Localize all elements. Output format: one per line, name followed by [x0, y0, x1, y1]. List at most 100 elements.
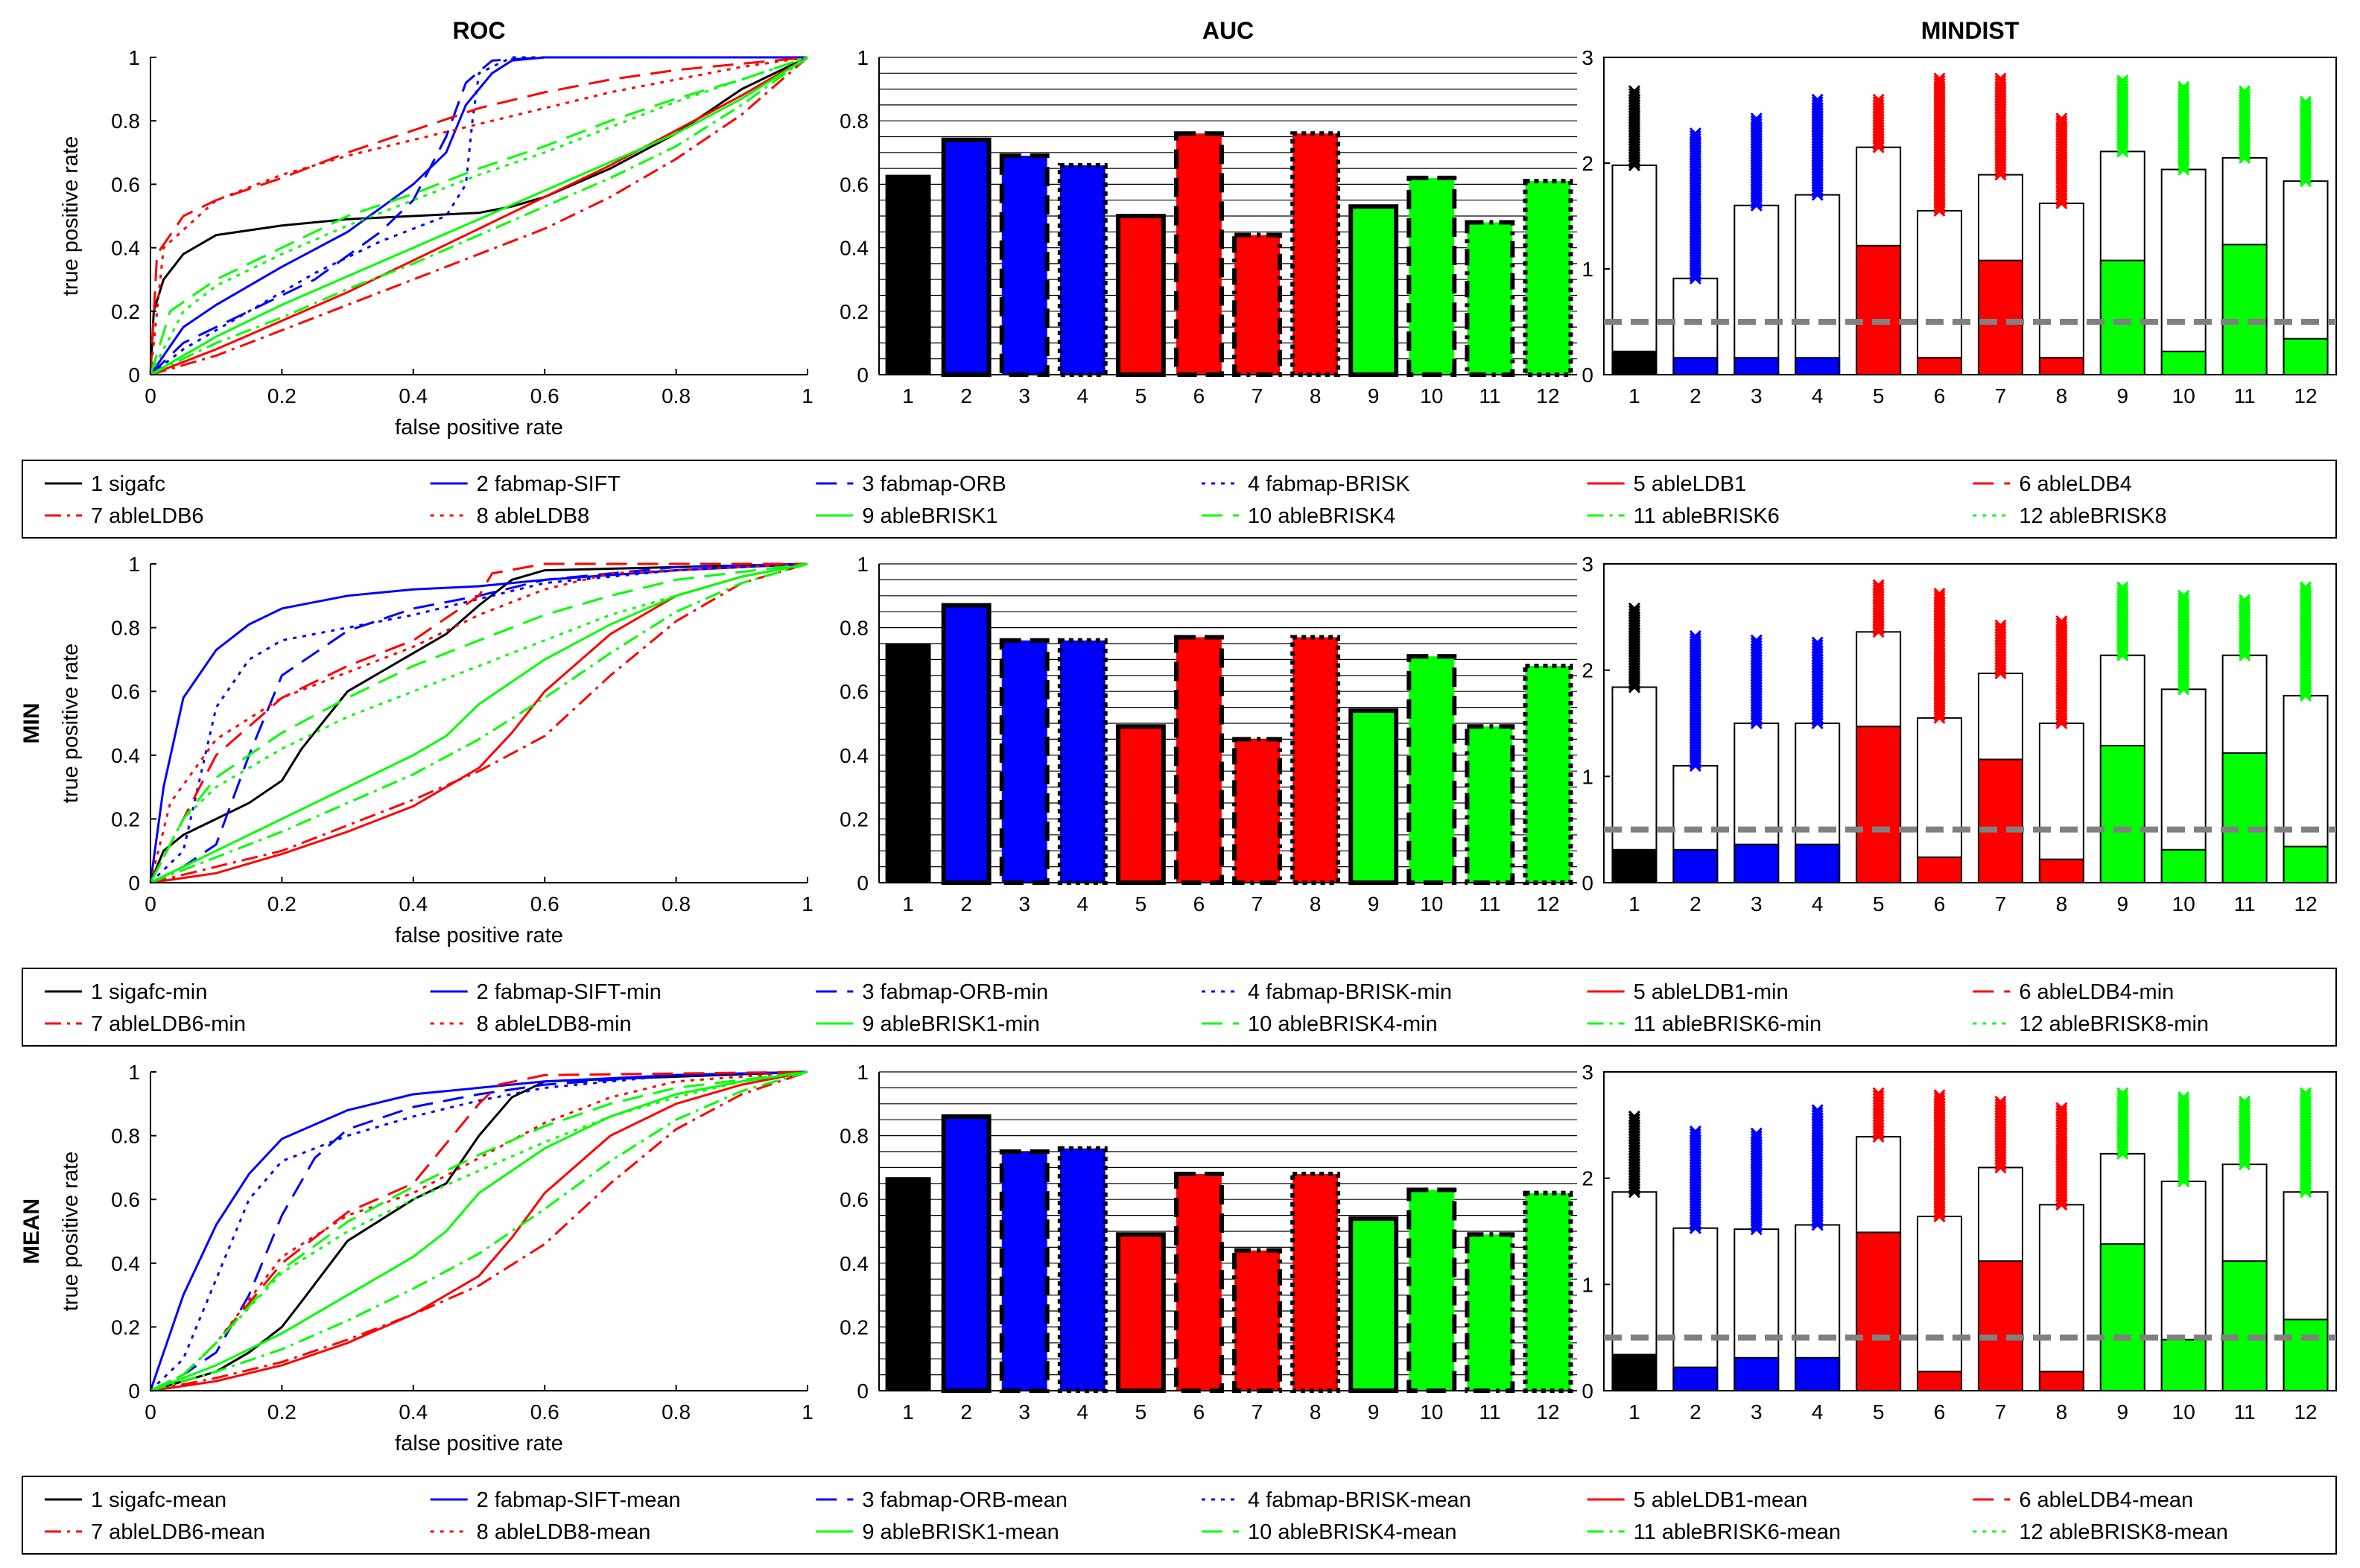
x-tick-label: 1 — [902, 384, 914, 407]
legend-label: 4 fabmap-BRISK — [1248, 472, 1410, 496]
box-fill — [1611, 1353, 1658, 1391]
outlier-markers — [1689, 629, 1701, 772]
outlier-markers — [2055, 1102, 2068, 1211]
outlier-markers — [1628, 1110, 1641, 1199]
y-tick-label: 0.8 — [111, 1125, 140, 1148]
box-fill — [1856, 1231, 1902, 1391]
legend-label: 9 ableBRISK1-min — [862, 1012, 1040, 1036]
roc-series-line — [149, 1070, 808, 1392]
box-fill — [1917, 357, 1963, 375]
roc-series-line — [149, 562, 808, 884]
x-tick-label: 3 — [1018, 384, 1030, 407]
x-tick-label: 5 — [1135, 892, 1147, 915]
column-title: ROC — [452, 17, 505, 44]
x-tick-label: 1 — [802, 892, 813, 915]
x-tick-label: 1 — [1628, 892, 1640, 915]
auc-bar — [1348, 204, 1399, 377]
auc-bar — [999, 638, 1050, 885]
roc-series-line — [150, 562, 808, 884]
y-tick-label: 0.6 — [840, 173, 869, 196]
x-tick-label: 1 — [902, 892, 914, 915]
roc-series-line — [149, 562, 808, 883]
x-tick-label: 5 — [1135, 1400, 1147, 1423]
y-tick-label: 2 — [1582, 152, 1593, 175]
y-tick-label: 2 — [1582, 1167, 1593, 1190]
x-tick-label: 9 — [2117, 1400, 2129, 1423]
roc-series-line — [149, 562, 808, 883]
x-tick-label: 3 — [1751, 892, 1763, 915]
outlier-markers — [2055, 112, 2068, 210]
outlier-markers — [2299, 581, 2312, 702]
x-tick-label: 1 — [802, 1400, 813, 1423]
roc-series-line — [149, 56, 808, 375]
legend-label: 4 fabmap-BRISK-min — [1248, 980, 1452, 1004]
legend-label: 6 ableLDB4-mean — [2019, 1488, 2193, 1512]
outlier-markers — [1628, 602, 1641, 693]
x-tick-label: 4 — [1812, 892, 1824, 915]
outlier-markers — [1750, 1127, 1763, 1236]
box-outline — [1672, 1227, 1719, 1391]
x-tick-label: 2 — [960, 384, 972, 407]
x-axis-label: false positive rate — [395, 1432, 563, 1456]
x-tick-label: 8 — [1310, 1400, 1322, 1423]
x-tick-label: 6 — [1934, 1400, 1946, 1423]
y-tick-label: 0.2 — [840, 807, 869, 831]
legend-label: 9 ableBRISK1-mean — [862, 1520, 1059, 1544]
box-fill — [1917, 1371, 1963, 1391]
x-tick-label: 2 — [1690, 384, 1701, 407]
box-fill — [2099, 1243, 2145, 1391]
x-tick-label: 10 — [2172, 384, 2195, 407]
y-axis-label: true positive rate — [59, 136, 83, 296]
box-fill — [1733, 1356, 1780, 1391]
x-tick-label: 10 — [2172, 892, 2195, 915]
legend-box — [22, 1476, 2337, 1555]
box-fill — [1917, 856, 1963, 884]
roc-series-line — [149, 562, 808, 883]
box-fill — [1856, 726, 1902, 884]
y-tick-label: 1 — [857, 1061, 869, 1084]
x-tick-label: 7 — [1252, 384, 1263, 407]
roc-series-line — [150, 562, 808, 884]
box-outline — [2038, 202, 2084, 375]
box-fill — [2283, 845, 2329, 883]
legend-label: 7 ableLDB6-min — [91, 1012, 246, 1036]
x-tick-label: 8 — [2056, 1400, 2068, 1423]
y-tick-label: 0.2 — [111, 807, 140, 831]
roc-series-line — [150, 1070, 808, 1392]
x-tick-label: 9 — [1368, 892, 1380, 915]
outlier-markers — [2239, 594, 2251, 661]
auc-bar — [1465, 724, 1515, 886]
x-tick-label: 1 — [1628, 384, 1640, 407]
x-tick-label: 0.2 — [267, 1400, 296, 1423]
outlier-markers — [1811, 1104, 1824, 1231]
y-tick-label: 0.8 — [840, 617, 869, 640]
x-tick-label: 0.6 — [530, 892, 559, 915]
roc-series-line — [150, 1070, 808, 1392]
roc-series-line — [150, 56, 808, 376]
box-fill — [2038, 1371, 2084, 1391]
box-outline — [2038, 723, 2084, 883]
auc-bar — [885, 174, 931, 375]
outlier-markers — [2177, 1091, 2190, 1188]
box-fill — [1977, 259, 2023, 376]
x-tick-label: 3 — [1018, 892, 1030, 915]
y-tick-label: 0 — [128, 1380, 140, 1403]
legend-label: 12 ableBRISK8 — [2019, 504, 2166, 528]
auc-bar — [885, 1177, 931, 1391]
legend-label: 6 ableLDB4 — [2019, 472, 2132, 496]
roc-series-line — [149, 1070, 808, 1391]
roc-plot: 00 0.2 0.2 0.4 0.4 0.6 0.6 0.8 0.8 1 1 false positi… — [59, 46, 813, 439]
box-fill — [1672, 848, 1719, 883]
box-outline — [1611, 164, 1658, 375]
auc-bar — [1232, 1248, 1282, 1394]
x-axis-label: false positive rate — [395, 924, 563, 948]
x-tick-label: 10 — [1420, 1400, 1443, 1423]
y-tick-label: 0.6 — [840, 1188, 869, 1211]
x-tick-label: 9 — [2117, 892, 2129, 915]
x-tick-label: 8 — [2056, 892, 2068, 915]
y-tick-label: 3 — [1582, 1061, 1593, 1084]
box-fill — [1795, 843, 1841, 884]
y-tick-label: 0.8 — [111, 109, 140, 133]
